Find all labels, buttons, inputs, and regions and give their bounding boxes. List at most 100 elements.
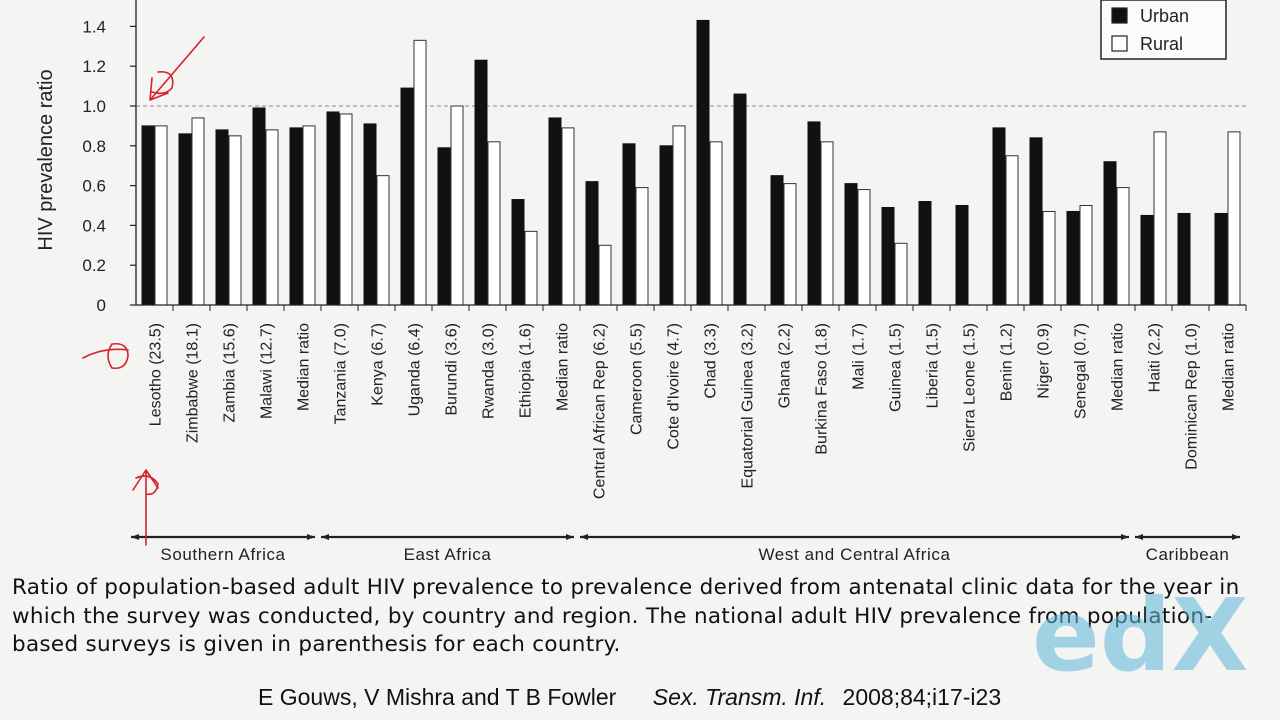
region-bracket-right-cap (566, 534, 574, 540)
edx-logo-text: edX (1032, 578, 1249, 688)
x-tick-label: Burundi (3.6) (444, 323, 461, 416)
region-label: West and Central Africa (758, 545, 950, 564)
y-tick-label: 0.2 (82, 256, 106, 275)
bar-urban (215, 129, 229, 306)
region-bracket-right-cap (1121, 534, 1129, 540)
x-tick-label: Kenya (6.7) (370, 323, 387, 406)
bar-urban (659, 145, 673, 306)
bar-rural (1153, 131, 1167, 306)
x-tick-label: Median ratio (296, 323, 313, 411)
legend-swatch (1111, 7, 1128, 24)
bar-rural (672, 125, 686, 306)
bar-rural (1042, 210, 1056, 306)
bar-rural (857, 189, 871, 306)
x-tick-label: Benin (1.2) (999, 323, 1016, 401)
bar-urban (437, 147, 451, 306)
bar-rural (635, 187, 649, 306)
citation: E Gouws, V Mishra and T B Fowler Sex. Tr… (258, 684, 1001, 711)
bar-urban (400, 87, 414, 306)
bar-rural (524, 230, 538, 306)
x-tick-label: Cote d'Ivoire (4.7) (666, 323, 683, 450)
x-tick-label: Niger (0.9) (1036, 323, 1053, 399)
x-tick-label: Liberia (1.5) (925, 323, 942, 408)
x-tick-label: Median ratio (1110, 323, 1127, 411)
bar-urban (1029, 137, 1043, 306)
x-tick-label: Rwanda (3.0) (481, 323, 498, 419)
bar-urban (992, 127, 1006, 306)
x-tick-label: Zimbabwe (18.1) (185, 323, 202, 443)
bar-urban (548, 117, 562, 306)
x-tick-label: Burkina Faso (1.8) (814, 323, 831, 455)
x-tick-label: Malawi (12.7) (259, 323, 276, 419)
bar-urban (770, 175, 784, 306)
annotation-mark-mid (82, 342, 129, 370)
x-tick-label: Sierra Leone (1.5) (962, 323, 979, 452)
region-bracket-left-cap (1135, 534, 1143, 540)
bar-rural (265, 129, 279, 306)
bar-rural (413, 39, 427, 306)
bar-urban (141, 125, 155, 306)
region-label: Southern Africa (160, 545, 285, 564)
x-tick-label: Mali (1.7) (851, 323, 868, 390)
bar-rural (302, 125, 316, 306)
legend-swatch (1111, 35, 1128, 52)
bar-rural (598, 244, 612, 306)
bar-urban (1140, 214, 1154, 306)
bar-urban (326, 111, 340, 306)
bar-rural (1005, 155, 1019, 306)
x-tick-label: Guinea (1.5) (888, 323, 905, 412)
bar-urban (881, 206, 895, 306)
bar-rural (450, 105, 464, 306)
bar-rural (1116, 187, 1130, 306)
x-tick-label: Ghana (2.2) (777, 323, 794, 408)
bar-rural (228, 135, 242, 306)
y-tick-label: 1.2 (82, 57, 106, 76)
x-tick-label: Senegal (0.7) (1073, 323, 1090, 419)
annotation-arrow-bottom (132, 469, 159, 546)
bar-rural (339, 113, 353, 306)
y-tick-label: 0.4 (82, 216, 106, 235)
x-tick-label: Lesotho (23.5) (148, 323, 165, 426)
bar-rural (820, 141, 834, 306)
y-axis-title: HIV prevalence ratio (35, 69, 57, 250)
region-bracket-right-cap (307, 534, 315, 540)
y-tick-label: 0.6 (82, 177, 106, 196)
bar-urban (1066, 210, 1080, 306)
x-tick-label: Median ratio (1221, 323, 1238, 411)
x-tick-label: Chad (3.3) (703, 323, 720, 399)
bar-urban (178, 133, 192, 306)
region-label: Caribbean (1146, 545, 1230, 564)
citation-journal: Sex. Transm. Inf. (652, 684, 827, 710)
y-tick-label: 0 (97, 296, 106, 315)
bar-urban (585, 181, 599, 306)
bar-urban (511, 199, 525, 306)
bar-rural (191, 117, 205, 306)
bar-urban (363, 123, 377, 306)
bar-rural (154, 125, 168, 306)
bar-rural (709, 141, 723, 306)
handwritten-annotations (82, 36, 205, 546)
y-tick-label: 0.8 (82, 137, 106, 156)
legend-label: Rural (1140, 34, 1183, 54)
x-tick-label: Tanzania (7.0) (333, 323, 350, 424)
bar-rural (561, 127, 575, 306)
bar-urban (1214, 212, 1228, 306)
bar-urban (474, 59, 488, 306)
region-label: East Africa (404, 545, 492, 564)
bar-rural (894, 242, 908, 306)
y-tick-label: 1.0 (82, 97, 106, 116)
bar-rural (783, 183, 797, 306)
bar-urban (252, 107, 266, 306)
citation-authors: E Gouws, V Mishra and T B Fowler (258, 684, 617, 710)
x-tick-label: Haiti (2.2) (1147, 323, 1164, 392)
x-tick-label: Ethiopia (1.6) (518, 323, 535, 418)
bar-urban (289, 127, 303, 306)
bar-urban (1177, 212, 1191, 306)
citation-ref: 2008;84;i17-i23 (842, 684, 1002, 710)
bar-rural (1227, 131, 1241, 306)
legend-label: Urban (1140, 6, 1189, 26)
bar-urban (955, 205, 969, 306)
x-tick-label: Dominican Rep (1.0) (1184, 323, 1201, 470)
x-tick-label: Cameroon (5.5) (629, 323, 646, 435)
bar-rural (1079, 205, 1093, 306)
